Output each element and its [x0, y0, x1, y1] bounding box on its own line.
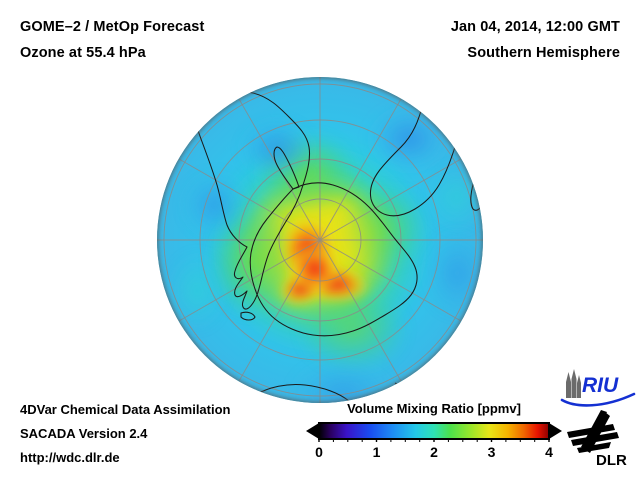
riu-wordmark: RIU: [582, 374, 619, 397]
header-datetime: Jan 04, 2014, 12:00 GMT: [450, 19, 620, 35]
colorbar-title: Volume Mixing Ratio [ppmv]: [347, 401, 521, 416]
dlr-emblem-icon: [567, 410, 619, 453]
colorbar-extend-min: [306, 423, 319, 439]
colorbar-tick-2: 2: [430, 444, 438, 460]
header-region: Southern Hemisphere: [467, 45, 620, 61]
riu-swoosh: [560, 392, 636, 407]
colorbar-tick-labels: 0 1 2 3 4: [306, 444, 562, 464]
footer-version: SACADA Version 2.4: [20, 426, 148, 441]
footer-method: 4DVar Chemical Data Assimilation: [20, 402, 231, 417]
header-title-variable: Ozone at 55.4 hPa: [20, 45, 146, 61]
footer-url: http://wdc.dlr.de: [20, 450, 120, 465]
colorbar-extend-max: [549, 423, 562, 439]
colorbar-tick-4: 4: [545, 444, 553, 460]
riu-logo: RIU: [560, 368, 636, 408]
graticule-meridians: [157, 77, 483, 403]
riu-tower-icon: [566, 369, 581, 398]
colorbar-tick-3: 3: [487, 444, 496, 460]
colorbar-tick-0: 0: [315, 444, 323, 460]
colorbar-tick-1: 1: [372, 444, 381, 460]
header-title-instrument: GOME–2 / MetOp Forecast: [20, 19, 205, 35]
ozone-field: [157, 77, 483, 403]
ozone-map-globe: [157, 77, 483, 403]
dlr-wordmark: DLR: [596, 452, 627, 468]
dlr-logo: DLR: [563, 410, 635, 469]
colorbar: [306, 420, 562, 445]
